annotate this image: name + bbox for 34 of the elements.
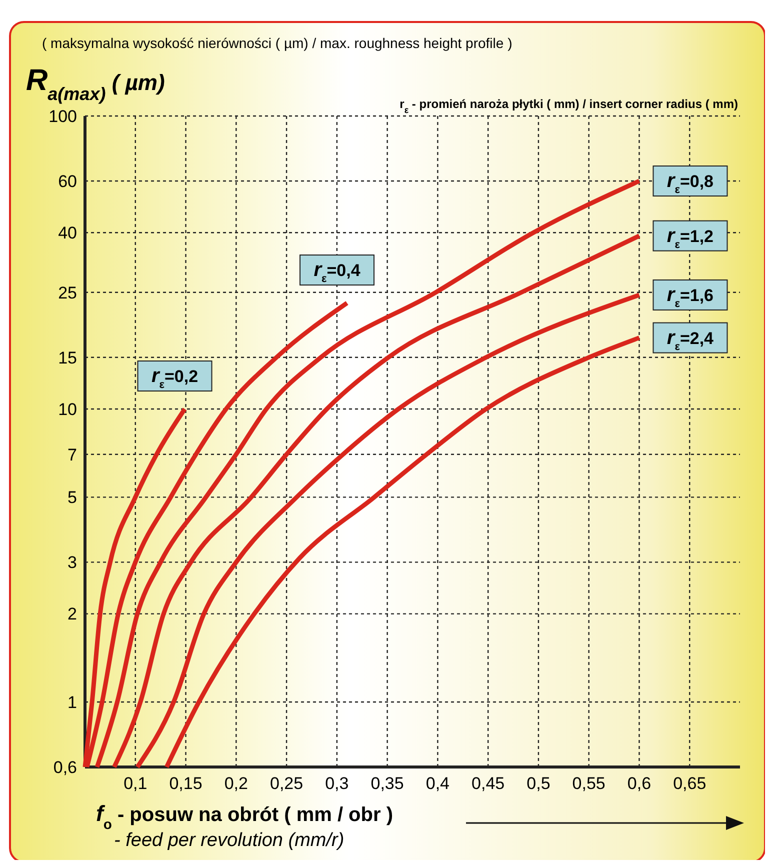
legend-title: r$_{ε}$ - promień naroża płytki ( mm) / insert corner radius ( mm) (400, 97, 738, 115)
y-tick-label: 2 (68, 604, 77, 624)
y-tick-label: 25 (58, 283, 77, 302)
x-tick-label: 0,5 (526, 774, 550, 793)
y-tick-label: 5 (68, 488, 77, 508)
y-axis-title: R$_{a(max)}$ ( µm) (26, 64, 165, 104)
x-tick-label: 0,4 (426, 774, 450, 793)
x-tick-label: 0,6 (627, 774, 652, 793)
y-tick-label: 15 (58, 348, 77, 368)
y-tick-label: 40 (58, 224, 77, 243)
y-tick-label: 7 (68, 445, 77, 464)
series-label: r$_{ε}$=1,6 (666, 284, 714, 310)
y-tick-label: 0,6 (53, 758, 77, 777)
x-tick-label: 0,65 (673, 774, 706, 793)
x-tick-label: 0,55 (572, 774, 606, 793)
series-label: r$_{ε}$=2,4 (666, 326, 714, 353)
y-tick-label: 10 (58, 400, 77, 419)
y-tick-label: 3 (68, 553, 77, 572)
x-tick-label: 0,3 (325, 774, 349, 793)
x-tick-label: 0,45 (472, 774, 505, 793)
x-tick-label: 0,25 (270, 774, 304, 793)
series-label: r$_{ε}$=1,2 (666, 224, 714, 251)
y-tick-label: 60 (58, 172, 77, 191)
x-axis-title: f$_{o}$ - posuw na obrót ( mm / obr ) - feed per revolution (mm/r) (96, 801, 393, 851)
chart-title: ( maksymalna wysokość nierówności ( µm) / max. roughness height profile ) (42, 35, 512, 51)
y-tick-label: 100 (48, 106, 77, 126)
x-tick-label: 0,35 (370, 774, 404, 793)
x-tick-label: 0,15 (169, 774, 202, 793)
x-tick-label: 0,1 (124, 774, 148, 793)
series-label: r$_{ε}$=0,4 (314, 259, 361, 286)
series-label: r$_{ε}$=0,8 (666, 170, 714, 196)
series-label: r$_{ε}$=0,2 (151, 365, 198, 391)
y-tick-label: 1 (68, 692, 77, 712)
x-tick-label: 0,2 (224, 774, 248, 793)
